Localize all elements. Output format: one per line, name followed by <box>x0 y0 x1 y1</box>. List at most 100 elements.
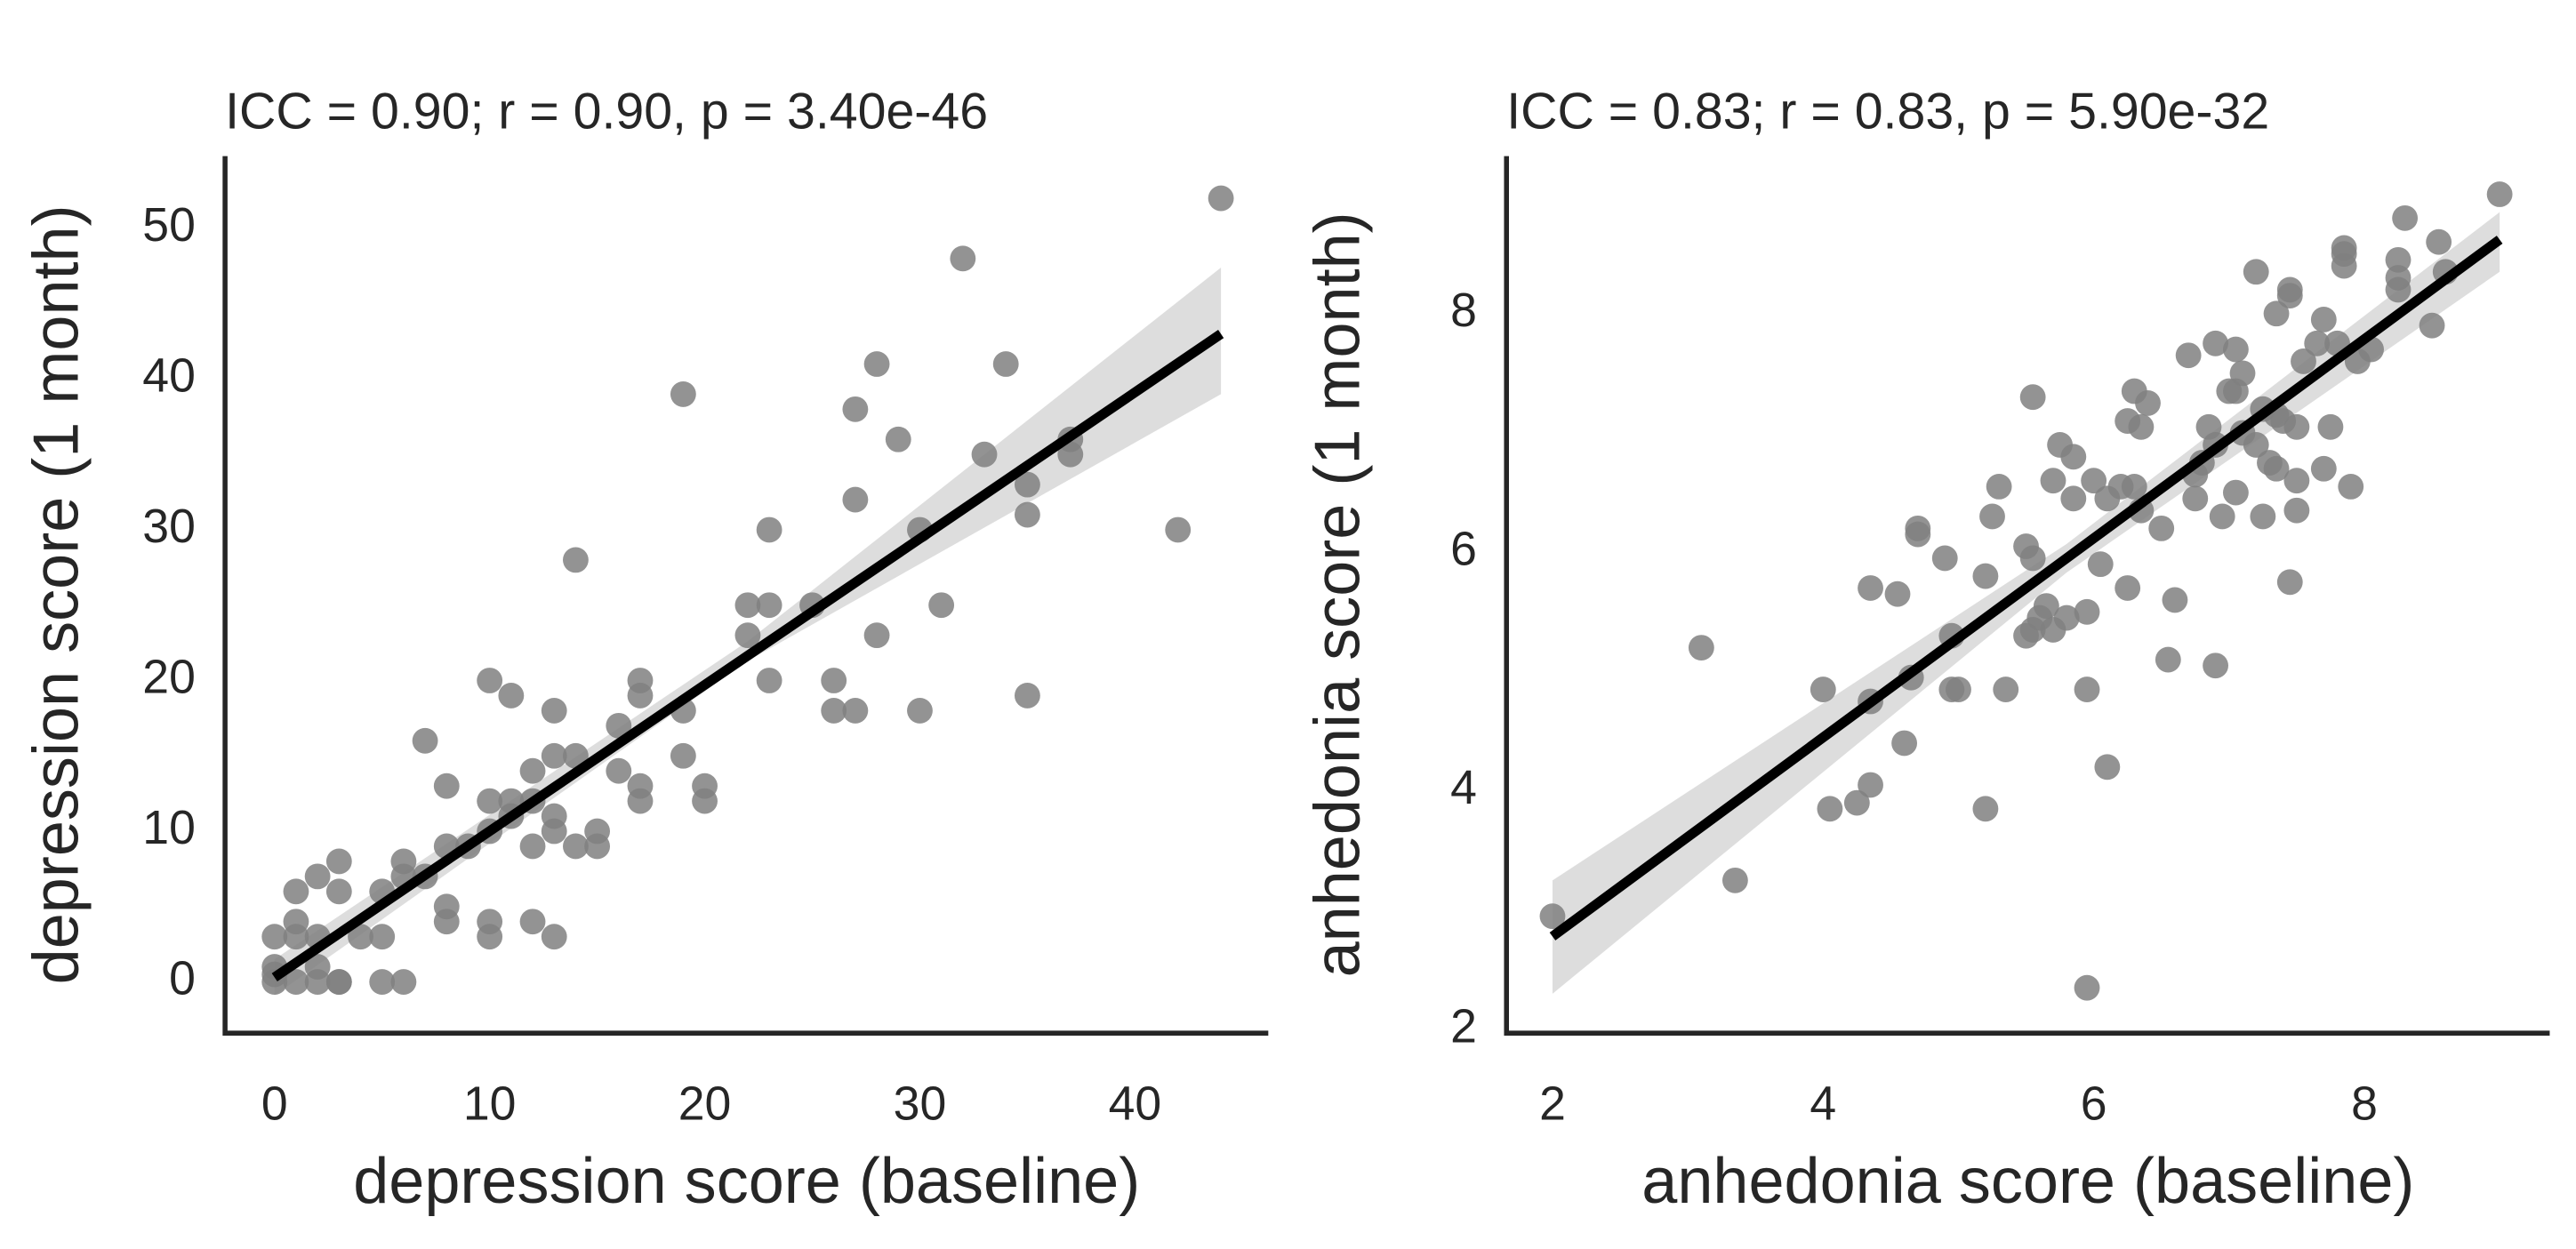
point <box>2222 336 2249 363</box>
y-tick-label: 0 <box>169 953 196 1005</box>
point <box>2486 181 2513 207</box>
point <box>2317 413 2344 440</box>
y-tick-label: 6 <box>1450 523 1477 575</box>
point <box>928 592 955 619</box>
point <box>2040 468 2066 494</box>
point <box>2148 515 2175 541</box>
point <box>2222 479 2249 506</box>
point <box>369 924 396 950</box>
point <box>1993 677 2019 702</box>
point <box>606 757 632 784</box>
point <box>606 712 632 739</box>
point <box>2155 646 2181 673</box>
point <box>2135 390 2161 416</box>
point <box>390 969 417 995</box>
point <box>2094 485 2121 512</box>
confidence-band <box>1552 212 2500 994</box>
point <box>2081 468 2107 494</box>
y-tick-label: 2 <box>1450 1000 1477 1053</box>
point <box>1721 867 1748 893</box>
point <box>261 924 288 950</box>
point <box>1014 501 1040 528</box>
point <box>283 878 309 905</box>
point <box>2094 754 2121 781</box>
x-tick-label: 20 <box>678 1077 732 1130</box>
point <box>283 924 309 950</box>
x-axis-label: anhedonia score (baseline) <box>1641 1146 2414 1217</box>
point <box>756 668 782 693</box>
point <box>304 969 331 995</box>
point <box>821 668 847 693</box>
point <box>2243 259 2269 285</box>
point <box>2385 276 2411 303</box>
point <box>325 878 352 905</box>
point <box>1688 635 1714 661</box>
point <box>885 426 911 452</box>
point <box>2040 617 2066 643</box>
subplot: ICC = 0.83; r = 0.83, p = 5.90e-32 anhedo… <box>1303 84 2550 1217</box>
point <box>477 924 503 950</box>
point <box>756 592 782 619</box>
point <box>519 833 546 860</box>
point <box>2013 622 2039 649</box>
point <box>2263 300 2290 327</box>
point <box>2243 432 2269 458</box>
point <box>1165 516 1192 543</box>
point <box>563 742 589 769</box>
point <box>433 909 460 935</box>
x-tick-label: 40 <box>1109 1077 1162 1130</box>
point <box>1972 796 1999 822</box>
chart-title: ICC = 0.83; r = 0.83, p = 5.90e-32 <box>1506 84 2269 140</box>
point <box>541 742 567 769</box>
point <box>2419 312 2445 339</box>
point <box>519 757 546 784</box>
axis-spines <box>1504 156 2550 1036</box>
point <box>734 622 761 649</box>
point <box>821 697 847 724</box>
point <box>584 833 611 860</box>
axis-spines <box>222 156 1269 1036</box>
point <box>1014 683 1040 709</box>
point <box>2019 384 2046 411</box>
point <box>992 351 1019 377</box>
point <box>477 668 503 693</box>
point <box>2060 485 2087 512</box>
y-tick-label: 20 <box>142 652 196 704</box>
point <box>627 683 654 709</box>
point <box>541 697 567 724</box>
point <box>692 788 718 814</box>
point <box>1884 580 1911 607</box>
y-axis-label: depression score (1 month) <box>20 204 92 984</box>
point <box>842 697 869 724</box>
x-tick-label: 4 <box>1810 1077 1836 1130</box>
point <box>2060 444 2087 470</box>
point <box>2338 473 2364 500</box>
point <box>325 848 352 875</box>
point <box>1843 789 1870 816</box>
point <box>2209 503 2235 530</box>
point <box>2087 551 2114 578</box>
chart-title: ICC = 0.90; r = 0.90, p = 3.40e-46 <box>225 84 988 140</box>
point <box>1208 185 1234 212</box>
point <box>2074 598 2100 625</box>
y-tick-label: 50 <box>142 199 196 252</box>
point <box>541 818 567 845</box>
x-tick-label: 8 <box>2351 1077 2378 1130</box>
point <box>756 516 782 543</box>
point <box>1014 471 1040 498</box>
point <box>369 969 396 995</box>
point <box>2283 468 2310 494</box>
point <box>2392 204 2419 231</box>
point <box>2291 348 2316 374</box>
point <box>283 969 309 995</box>
y-tick-label: 4 <box>1450 762 1477 814</box>
point <box>1817 796 1843 822</box>
point <box>2310 307 2337 332</box>
point <box>2310 455 2337 482</box>
point <box>2121 473 2147 500</box>
point <box>2276 283 2303 309</box>
point <box>2074 677 2100 702</box>
regression-line <box>1549 236 2503 941</box>
point <box>304 863 331 890</box>
